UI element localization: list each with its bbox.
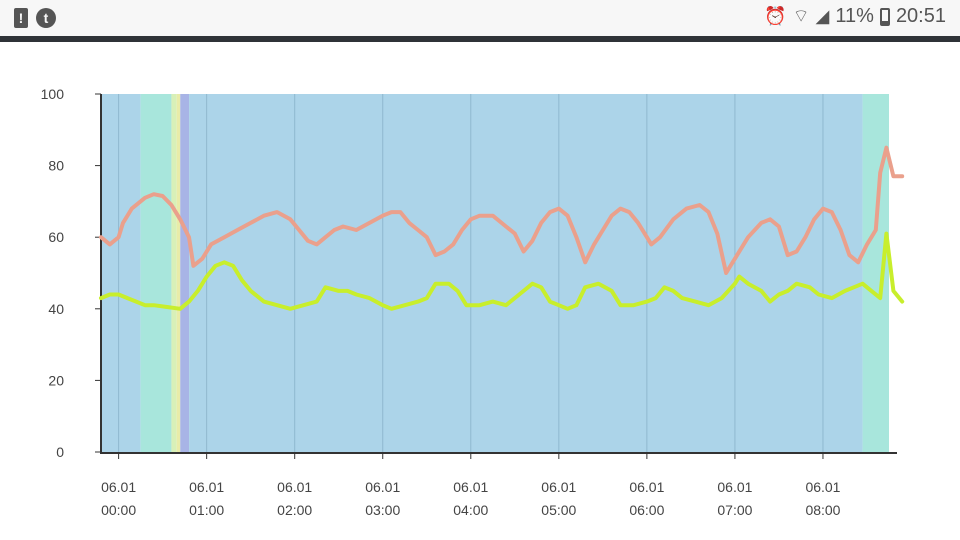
- background-band-2: [171, 94, 177, 452]
- signal-icon: ◢: [815, 6, 830, 26]
- x-tick-time-0: 00:00: [101, 502, 136, 518]
- y-tick-label-2: 40: [48, 301, 64, 317]
- background-band-3: [176, 94, 181, 452]
- battery-percent: 11%: [835, 5, 874, 27]
- x-tick-time-6: 06:00: [629, 502, 664, 518]
- x-tick-time-8: 08:00: [805, 502, 840, 518]
- x-tick-date-4: 06.01: [453, 479, 488, 495]
- x-tick-time-1: 01:00: [189, 502, 224, 518]
- x-tick-time-4: 04:00: [453, 502, 488, 518]
- background-band-5: [189, 94, 863, 452]
- status-bar: ! t ⏰ ⌔ ◢ 11% 20:51: [0, 0, 960, 36]
- x-tick-date-6: 06.01: [629, 479, 664, 495]
- y-tick-label-5: 100: [41, 86, 65, 102]
- tumblr-icon: t: [36, 8, 56, 28]
- alarm-icon: ⏰: [764, 6, 787, 26]
- clock-time: 20:51: [895, 5, 946, 27]
- x-tick-time-3: 03:00: [365, 502, 400, 518]
- wifi-icon: ⌔: [792, 6, 810, 26]
- y-tick-label-4: 80: [48, 158, 64, 174]
- x-tick-date-1: 06.01: [189, 479, 224, 495]
- y-tick-label-1: 20: [48, 372, 64, 388]
- x-tick-date-3: 06.01: [365, 479, 400, 495]
- x-tick-time-7: 07:00: [717, 502, 752, 518]
- y-tick-label-0: 0: [56, 444, 64, 460]
- x-tick-time-5: 05:00: [541, 502, 576, 518]
- status-left-icons: ! t: [14, 8, 56, 28]
- alert-icon: !: [14, 8, 28, 28]
- battery-icon: [879, 7, 890, 26]
- x-tick-date-2: 06.01: [277, 479, 312, 495]
- x-tick-date-8: 06.01: [805, 479, 840, 495]
- series-line-0: [99, 145, 905, 275]
- background-band-0: [101, 94, 141, 452]
- background-band-1: [140, 94, 172, 452]
- background-band-4: [180, 94, 190, 452]
- line-chart: 0 20 40 60 80 100 06.01 00:00 06.01 01:00 06.01 02:…: [41, 86, 905, 518]
- x-tick-time-2: 02:00: [277, 502, 312, 518]
- series-line-1: [99, 231, 905, 311]
- x-tick-date-7: 06.01: [717, 479, 752, 495]
- y-tick-label-3: 60: [48, 229, 64, 245]
- status-bar-divider: [0, 36, 960, 42]
- x-tick-date-5: 06.01: [541, 479, 576, 495]
- status-right: ⏰ ⌔ ◢ 11% 20:51: [764, 5, 946, 28]
- x-tick-date-0: 06.01: [101, 479, 136, 495]
